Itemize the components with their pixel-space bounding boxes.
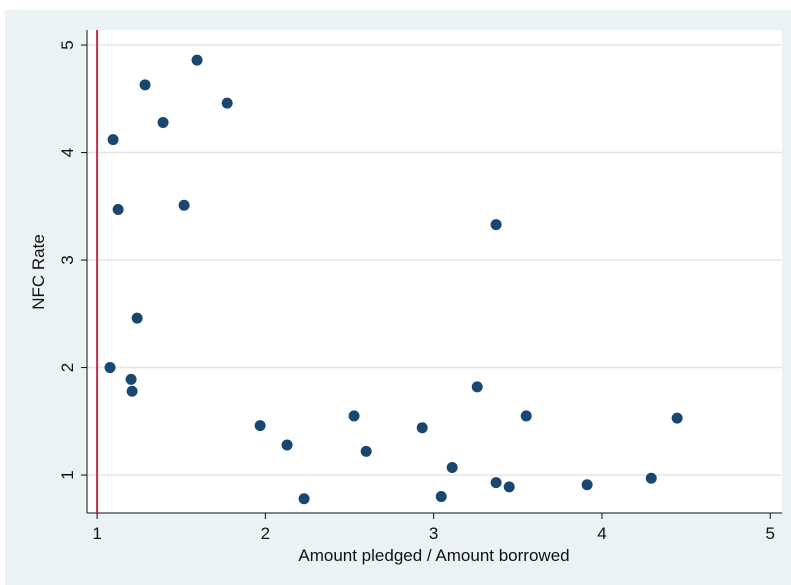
y-tick-label: 2 [58,363,77,372]
x-tick-label: 3 [429,524,438,543]
point [671,412,683,424]
point [503,481,515,493]
plot-area [87,30,782,513]
point [178,199,190,211]
point [107,134,119,146]
y-tick-label: 3 [58,255,77,264]
point [126,385,138,397]
point [471,381,483,393]
x-tick-label: 5 [765,524,774,543]
y-tick-label: 4 [58,148,77,157]
point [348,410,360,422]
x-axis-label: Amount pledged / Amount borrowed [298,546,569,565]
point [360,445,372,457]
point [139,79,151,91]
point [281,439,293,451]
point [446,462,458,474]
y-axis-label: NFC Rate [29,234,48,310]
y-tick-label: 5 [58,40,77,49]
point [191,54,203,66]
point [490,219,502,231]
point [581,479,593,491]
point [490,477,502,489]
point [645,472,657,484]
point [298,493,310,505]
x-tick-label: 1 [92,524,101,543]
x-tick-label: 4 [597,524,606,543]
point [112,204,124,216]
point [157,116,169,128]
x-tick-label: 2 [261,524,270,543]
point [416,422,428,434]
point [131,312,143,324]
point [221,97,233,109]
y-tick-label: 1 [58,470,77,479]
point [104,362,116,374]
point [125,373,137,385]
point [520,410,532,422]
point [254,420,266,432]
point [435,491,447,503]
